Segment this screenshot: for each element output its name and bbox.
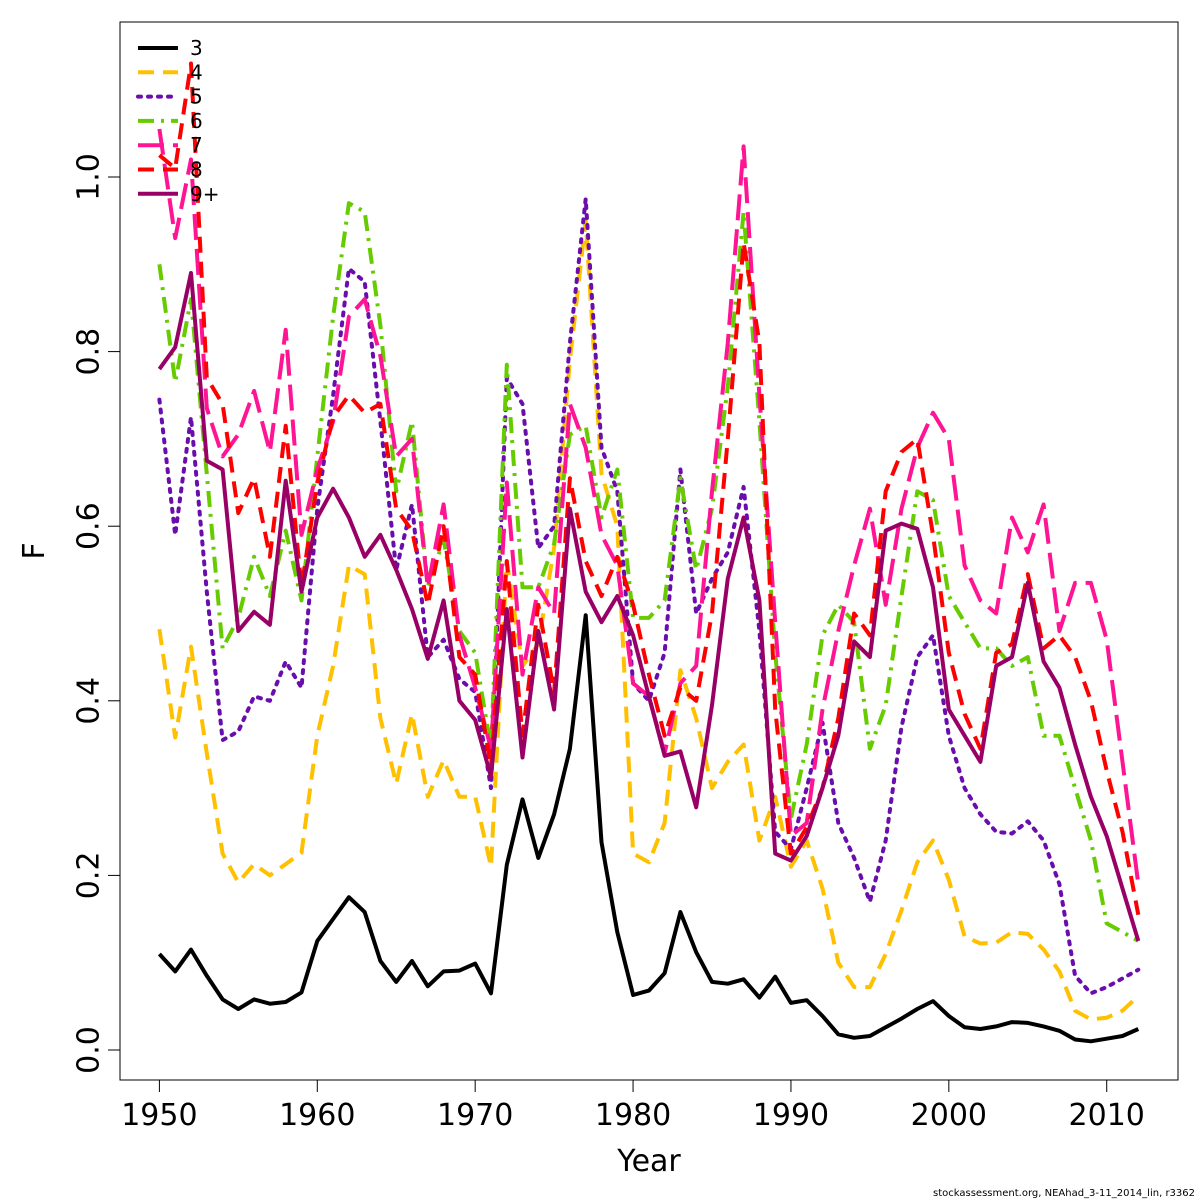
legend-label: 9+ (190, 182, 219, 206)
series-line-5 (157, 196, 1141, 996)
x-tick-label: 1950 (121, 1098, 197, 1133)
series-line-7 (157, 128, 1141, 885)
y-tick-label: 1.0 (72, 153, 107, 201)
series-line-9plus (157, 271, 1141, 942)
legend-label: 8 (190, 158, 203, 182)
series-line-8 (158, 61, 1141, 916)
legend-label: 6 (190, 109, 203, 133)
credit-text: stockassessment.org, NEAhad_3-11_2014_li… (933, 1188, 1195, 1199)
series-line-4 (157, 218, 1140, 1022)
x-tick-label: 2010 (1069, 1098, 1145, 1133)
x-axis: 1950 1960 1970 1980 1990 2000 2010 (121, 1079, 1145, 1133)
series-layer (157, 61, 1141, 1044)
y-tick-label: 0.6 (72, 502, 107, 550)
x-tick-label: 1970 (437, 1098, 513, 1133)
x-tick-label: 2000 (911, 1098, 987, 1133)
legend-label: 4 (190, 60, 203, 84)
series-line-3 (157, 613, 1140, 1044)
x-tick-label: 1960 (279, 1098, 355, 1133)
x-axis-title: Year (616, 1144, 681, 1179)
x-tick-label: 1990 (753, 1098, 829, 1133)
y-tick-label: 0.2 (72, 852, 107, 900)
legend-label: 5 (190, 85, 203, 109)
y-tick-label: 0.0 (72, 1026, 107, 1074)
y-tick-label: 0.4 (72, 677, 107, 725)
y-axis: 0.0 0.2 0.4 0.6 0.8 1.0 (72, 153, 121, 1074)
legend-label: 7 (190, 133, 203, 157)
x-tick-label: 1980 (595, 1098, 671, 1133)
series-line-6 (157, 201, 1140, 943)
y-axis-title: F (17, 542, 52, 559)
legend-label: 3 (190, 36, 203, 60)
y-tick-label: 0.8 (72, 328, 107, 376)
